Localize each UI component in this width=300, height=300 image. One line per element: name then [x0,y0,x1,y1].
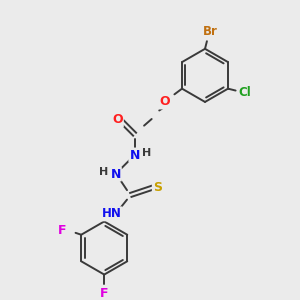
Text: H: H [142,148,152,158]
Text: F: F [100,287,109,300]
Text: HN: HN [102,207,122,220]
Text: S: S [153,181,162,194]
Text: O: O [112,113,123,127]
Text: F: F [58,224,67,237]
Text: Cl: Cl [239,86,251,99]
Text: O: O [160,95,170,108]
Text: Br: Br [203,25,218,38]
Text: N: N [110,167,121,181]
Text: H: H [99,167,108,177]
Text: N: N [129,148,140,162]
